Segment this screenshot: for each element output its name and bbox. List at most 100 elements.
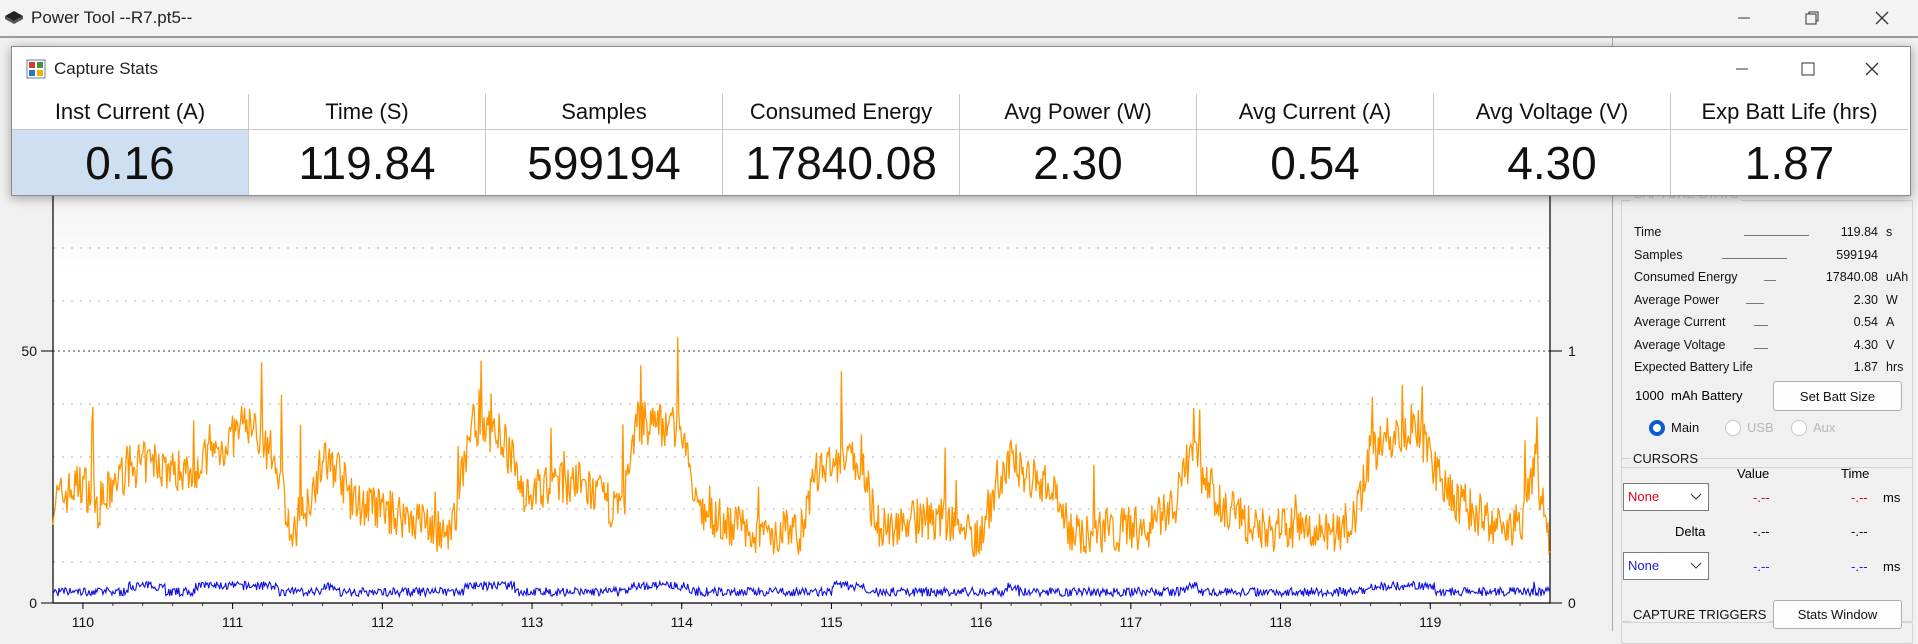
cursor-time-header: Time [1841,466,1870,481]
cursor2-select[interactable]: None [1623,552,1709,580]
stat-label: Time [1634,225,1662,239]
stats-column[interactable]: Samples 599194 [486,94,723,195]
right-tick-label: 0 [1568,595,1576,611]
window-frame [0,36,1918,38]
channel-label-aux: Aux [1813,420,1836,435]
channel-radio-usb[interactable] [1725,420,1741,436]
cursor2-select-value: None [1628,558,1660,573]
stats-window-button[interactable]: Stats Window [1773,600,1902,629]
restore-button[interactable] [1782,0,1842,36]
main-title-bar: Power Tool --R7.pt5-- [0,0,1918,36]
x-tick-label: 117 [1120,614,1143,630]
stats-minimize-button[interactable] [1712,51,1772,87]
stats-column-header: Inst Current (A) [12,94,248,130]
stats-column[interactable]: Exp Batt Life (hrs) 1.87 [1671,94,1908,195]
stats-column-header: Samples [486,94,722,130]
x-tick-label: 116 [970,614,993,630]
close-icon [1875,11,1889,25]
stats-column-header: Exp Batt Life (hrs) [1671,94,1908,130]
cursor1-value: -.-- [1753,490,1770,505]
x-tick-label: 118 [1269,614,1292,630]
stat-value: 599194 [1836,247,1878,262]
stats-column[interactable]: Avg Power (W) 2.30 [960,94,1197,195]
power-plot[interactable]: 0 50 0 1 110 111 112 113 114 115 116 117 118 119 [0,160,1612,631]
stat-value: 4.30 [1853,337,1878,352]
stat-row: Average Current 0.54 A [1634,313,1902,333]
stats-column-value: 0.16 [12,130,248,195]
stats-column[interactable]: Consumed Energy 17840.08 [723,94,960,195]
maximize-icon [1801,62,1815,76]
channel-label-usb: USB [1747,420,1774,435]
stats-column-value: 1.87 [1744,136,1835,189]
stats-column[interactable]: Time (S) 119.84 [249,94,486,195]
delta-value: -.-- [1753,524,1770,539]
stats-column[interactable]: Avg Current (A) 0.54 [1197,94,1434,195]
stat-row: Samples 599194 [1634,246,1902,266]
stat-leader-line [1744,235,1809,236]
x-tick-label: 110 [72,614,95,630]
app-icon [4,9,24,32]
stat-label: Expected Battery Life [1634,360,1753,374]
stat-value: 1.87 [1853,360,1878,374]
delta-time: -.-- [1851,524,1868,539]
stats-close-button[interactable] [1842,51,1902,87]
stat-unit: s [1886,225,1893,239]
x-tick-label: 115 [820,614,843,630]
close-icon [1865,62,1879,76]
stats-column-header: Time (S) [249,94,485,130]
stats-window-icon [26,59,46,84]
left-tick-label: 0 [29,595,37,611]
stat-leader-line [1722,257,1787,259]
cursor1-unit: ms [1883,490,1901,505]
chevron-down-icon [1690,493,1702,500]
x-tick-label: 113 [521,614,544,630]
minimize-button[interactable] [1714,0,1774,36]
channel-radio-main[interactable] [1649,420,1665,436]
delta-label: Delta [1675,524,1706,539]
battery-capacity[interactable]: 1000 [1635,388,1664,403]
stat-unit: V [1886,337,1895,352]
stat-label: Average Power [1634,292,1720,307]
cursor1-select[interactable]: None [1623,483,1709,511]
x-tick-label: 112 [371,614,394,630]
stats-column-header: Avg Voltage (V) [1434,94,1670,130]
stat-unit: A [1886,315,1895,329]
stat-row: Average Voltage 4.30 V [1634,336,1902,356]
stat-label: Average Voltage [1634,337,1726,352]
stat-row: Expected Battery Life 1.87 hrs [1634,358,1903,378]
stats-window-title: Capture Stats [54,59,158,78]
stats-column-value: 4.30 [1507,136,1597,189]
stats-column-value: 119.84 [298,136,436,189]
stat-leader-line [1764,280,1776,281]
stats-column[interactable]: Inst Current (A) 0.16 [12,94,249,195]
cursor-value-header: Value [1737,466,1770,481]
channel-label-main: Main [1671,420,1700,435]
power-trace [52,337,1551,558]
channel-radio-aux[interactable] [1791,420,1807,436]
stat-value: 17840.08 [1825,270,1878,284]
stat-row: Consumed Energy 17840.08 uAh [1634,268,1908,288]
stats-maximize-button[interactable] [1778,51,1838,87]
stats-column-value: 0.54 [1270,136,1360,189]
cursor1-select-value: None [1628,489,1660,504]
chevron-down-icon [1690,562,1702,569]
cursor1-time: -.-- [1851,490,1868,505]
right-tick-label: 1 [1568,343,1576,359]
stats-column-value: 17840.08 [745,136,937,189]
stat-leader-line [1746,302,1764,304]
stats-grid: Inst Current (A) 0.16 Time (S) 119.84 Sample… [12,94,1910,195]
set-batt-size-button[interactable]: Set Batt Size [1773,381,1902,411]
stat-row: Time 119.84 s [1634,223,1902,243]
battery-unit-label: mAh Battery [1671,388,1743,403]
capture-triggers-title: CAPTURE TRIGGERS [1631,607,1769,622]
close-button[interactable] [1852,0,1912,36]
capture-stats-window: Capture Stats Inst Current (A) 0.16 Time (… [11,46,1911,196]
capture-stats-group [1621,200,1913,468]
left-tick-label: 50 [21,343,37,359]
stats-column-header: Avg Current (A) [1197,94,1433,130]
stat-label: Consumed Energy [1634,270,1738,284]
x-tick-label: 119 [1419,614,1442,630]
stat-value: 2.30 [1853,292,1878,307]
stats-column[interactable]: Avg Voltage (V) 4.30 [1434,94,1671,195]
stats-column-value: 599194 [527,136,681,189]
